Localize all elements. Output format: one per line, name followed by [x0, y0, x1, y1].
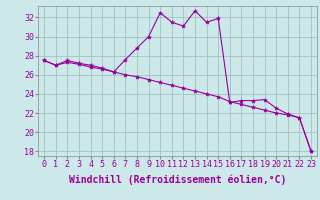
X-axis label: Windchill (Refroidissement éolien,°C): Windchill (Refroidissement éolien,°C) [69, 175, 286, 185]
